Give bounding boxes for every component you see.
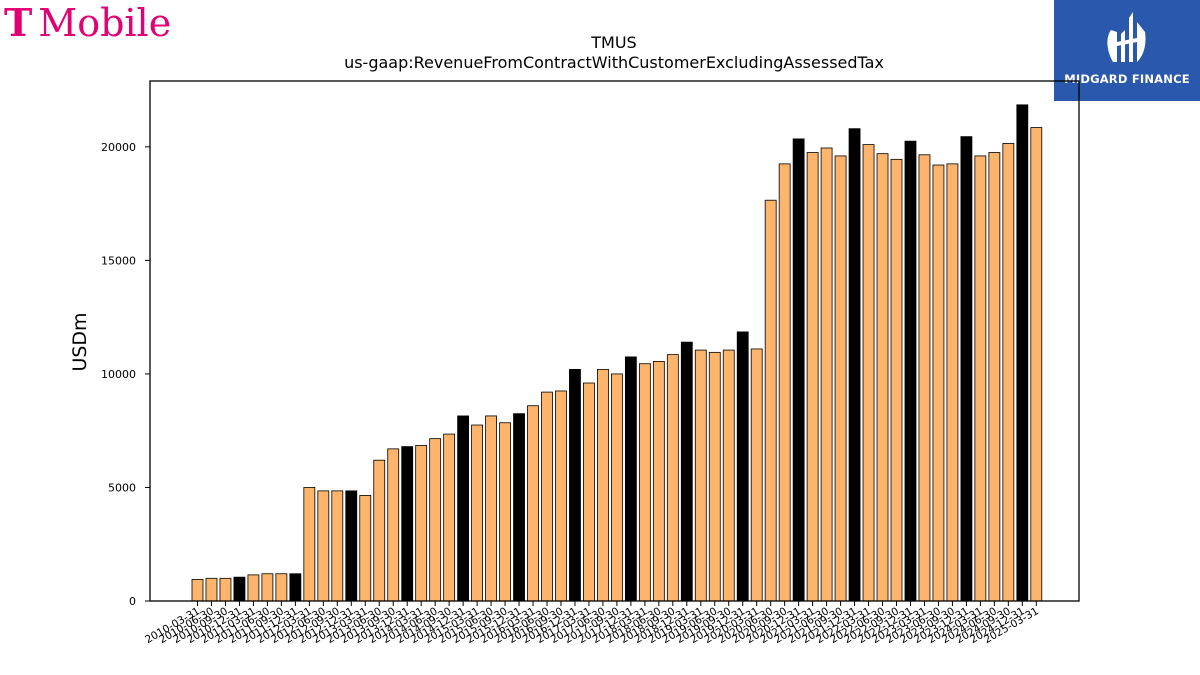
bar-2015-09-30	[499, 422, 511, 602]
bar-2013-06-30	[373, 459, 386, 602]
bar-2016-12-31	[569, 368, 581, 602]
bar-2014-09-30	[443, 433, 456, 602]
bar-2021-06-30	[820, 147, 833, 602]
bar-2012-06-30	[317, 490, 330, 602]
bar-2010-03-31	[191, 579, 204, 602]
bar-2017-03-31	[583, 382, 595, 602]
y-tick-label: 20000	[101, 141, 136, 154]
bar-2024-12-31	[1016, 104, 1029, 602]
bar-2011-06-30	[261, 573, 274, 602]
bar-2013-09-30	[387, 448, 400, 602]
bar-2023-12-31	[960, 136, 973, 602]
bar-2013-03-31	[359, 495, 372, 602]
midgard-emblem-icon	[1107, 12, 1146, 62]
bar-2010-09-30	[219, 577, 232, 602]
bar-2024-06-30	[988, 152, 1001, 602]
bar-2020-09-30	[778, 163, 791, 602]
bar-2015-12-31	[513, 413, 525, 602]
midgard-finance-name: MIDGARD FINANCE	[1064, 72, 1190, 86]
bar-2015-03-31	[471, 424, 484, 602]
bar-2013-12-31	[401, 446, 414, 602]
bar-2011-12-31	[289, 573, 302, 602]
bar-2020-12-31	[792, 138, 805, 602]
bar-2010-12-31	[233, 576, 246, 602]
bar-2023-06-30	[932, 164, 945, 602]
bar-2022-09-30	[890, 158, 903, 602]
bar-2018-12-31	[680, 341, 693, 602]
y-axis-ticks: 0 5000 10000 15000 20000	[101, 141, 150, 608]
t-mobile-wordmark: Mobile	[38, 1, 172, 45]
bar-2022-06-30	[876, 153, 889, 602]
bar-2012-03-31	[303, 487, 316, 602]
bar-2020-03-31	[750, 348, 763, 602]
midgard-finance-logo: MIDGARD FINANCE	[1054, 0, 1200, 101]
bar-2018-09-30	[666, 354, 679, 602]
bar-2011-09-30	[275, 573, 288, 602]
t-mobile-logo: T Mobile	[4, 0, 172, 45]
bar-2017-09-30	[611, 373, 623, 602]
bar-2010-06-30	[205, 577, 218, 602]
bar-2019-06-30	[708, 351, 721, 602]
bar-2019-09-30	[722, 349, 735, 602]
bar-2017-12-31	[624, 356, 637, 602]
bar-2011-03-31	[247, 574, 260, 602]
bar-2014-12-31	[457, 415, 470, 602]
plot-frame	[149, 80, 1080, 602]
y-tick-label: 0	[129, 595, 136, 608]
bar-2016-09-30	[555, 390, 567, 602]
bar-2019-03-31	[694, 349, 707, 602]
t-mobile-t-mark: T	[4, 0, 33, 45]
bar-2015-06-30	[485, 415, 497, 602]
y-tick-label: 15000	[101, 254, 136, 267]
bar-2012-12-31	[345, 490, 358, 602]
y-axis-label: USDm	[69, 312, 91, 371]
bar-2012-09-30	[331, 490, 344, 602]
bar-2024-09-30	[1002, 143, 1015, 602]
bar-2022-03-31	[862, 144, 875, 602]
bar-2022-12-31	[904, 140, 917, 602]
chart-title: TMUS	[590, 33, 636, 52]
bar-2016-06-30	[541, 391, 553, 602]
bar-2024-03-31	[974, 155, 987, 602]
bar-2017-06-30	[597, 368, 609, 602]
bar-2016-03-31	[527, 405, 539, 602]
bar-2023-03-31	[918, 154, 931, 602]
bar-2021-03-31	[806, 152, 819, 602]
y-tick-label: 10000	[101, 368, 136, 381]
bar-2025-03-31	[1030, 127, 1043, 602]
bar-2019-12-31	[736, 331, 749, 602]
chart-subtitle: us-gaap:RevenueFromContractWithCustomerE…	[344, 53, 884, 72]
bar-2018-03-31	[638, 363, 651, 602]
bar-2021-09-30	[834, 155, 847, 602]
bar-series	[191, 104, 1043, 602]
y-tick-label: 5000	[108, 481, 136, 494]
bar-2014-06-30	[429, 438, 442, 602]
bar-2021-12-31	[848, 128, 861, 602]
bar-2020-06-30	[764, 199, 777, 602]
x-axis-ticks: 2010-03-312010-06-302010-09-302010-12-31…	[143, 601, 1041, 646]
bar-2014-03-31	[415, 445, 428, 602]
bar-2018-06-30	[652, 361, 665, 602]
bar-2023-09-30	[946, 163, 959, 602]
